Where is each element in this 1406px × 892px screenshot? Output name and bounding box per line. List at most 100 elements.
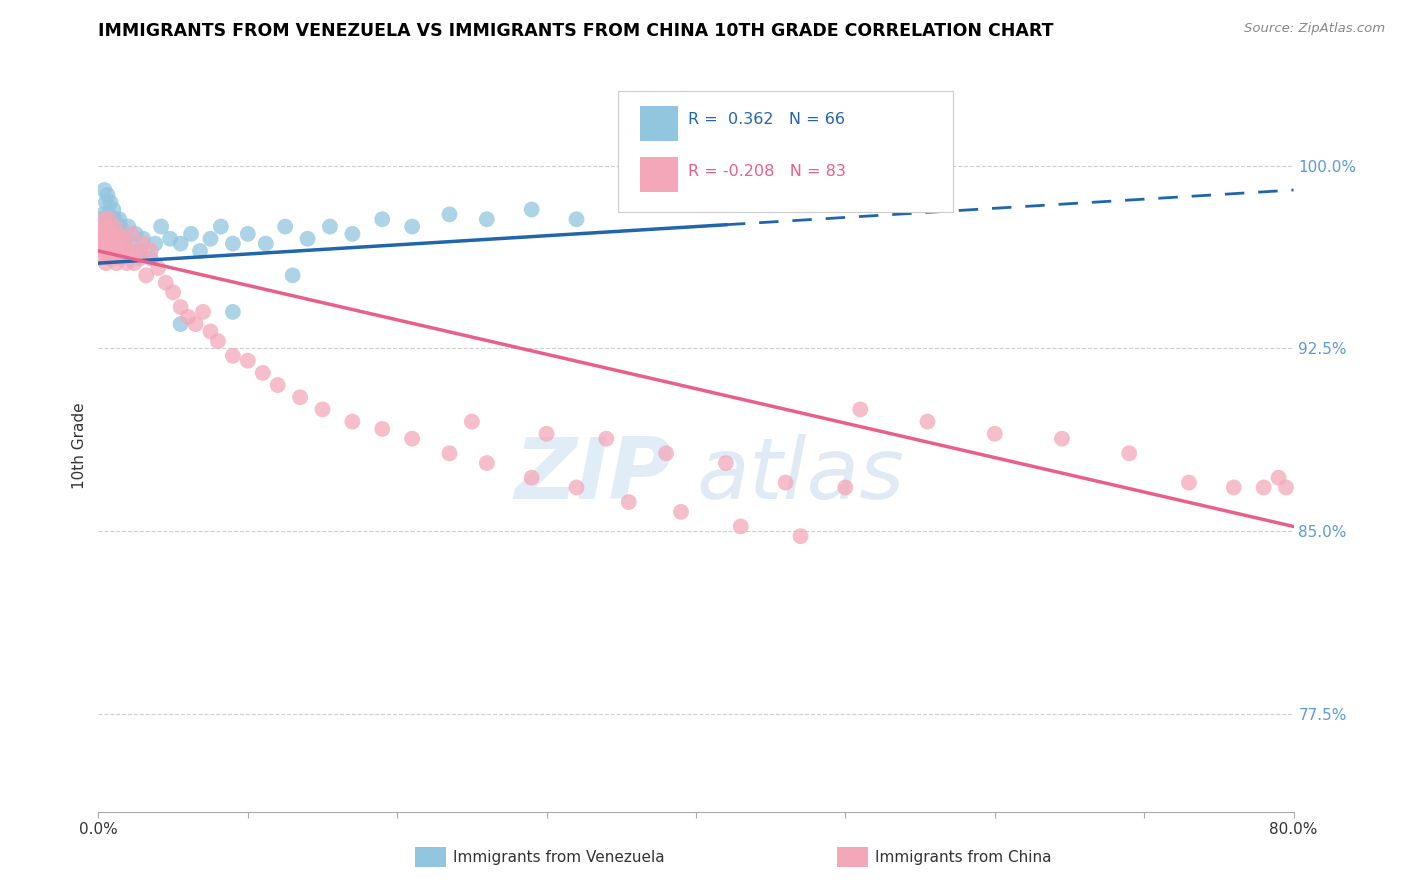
Point — [222, 305, 245, 319]
Point — [94, 256, 117, 270]
Point — [236, 353, 259, 368]
Point — [565, 480, 588, 494]
Point — [200, 232, 222, 246]
Point — [117, 244, 139, 258]
Point — [714, 456, 737, 470]
Point — [93, 219, 115, 234]
Point — [101, 227, 124, 241]
Point — [96, 219, 118, 234]
Point — [96, 244, 118, 258]
Point — [169, 300, 191, 314]
Point — [103, 219, 125, 234]
Point — [169, 236, 191, 251]
Point — [103, 232, 125, 246]
Point — [91, 207, 114, 221]
Point — [139, 252, 162, 266]
Point — [536, 426, 558, 441]
Point — [1223, 480, 1246, 494]
Point — [169, 317, 191, 331]
Point — [89, 236, 111, 251]
Point — [97, 252, 120, 266]
Point — [114, 236, 136, 251]
Point — [112, 244, 135, 258]
FancyBboxPatch shape — [619, 91, 953, 212]
Point — [595, 432, 617, 446]
Point — [222, 349, 245, 363]
Text: atlas: atlas — [696, 434, 904, 516]
Point — [200, 325, 222, 339]
Point — [96, 244, 118, 258]
Point — [150, 219, 173, 234]
Point — [439, 446, 461, 460]
Point — [311, 402, 333, 417]
Point — [236, 227, 259, 241]
Point — [107, 244, 129, 258]
Point — [342, 227, 364, 241]
Point — [132, 232, 155, 246]
Point — [94, 195, 117, 210]
Point — [139, 244, 162, 258]
Point — [1178, 475, 1201, 490]
Point — [655, 446, 678, 460]
Point — [401, 219, 423, 234]
Point — [520, 202, 543, 217]
Point — [143, 236, 166, 251]
Point — [93, 236, 115, 251]
Point — [108, 236, 131, 251]
Point — [100, 244, 122, 258]
Point — [107, 227, 129, 241]
Point — [91, 227, 114, 241]
Point — [267, 378, 290, 392]
Point — [101, 232, 124, 246]
Point — [93, 183, 115, 197]
Point — [319, 219, 342, 234]
Text: Source: ZipAtlas.com: Source: ZipAtlas.com — [1244, 22, 1385, 36]
Point — [94, 227, 117, 241]
Point — [124, 256, 146, 270]
Point — [90, 212, 112, 227]
Point — [90, 252, 112, 266]
Point — [371, 422, 394, 436]
Point — [439, 207, 461, 221]
Point — [789, 529, 811, 543]
Point — [984, 426, 1007, 441]
Point — [90, 219, 112, 234]
Point — [96, 187, 118, 202]
Point — [105, 256, 128, 270]
Point — [565, 212, 588, 227]
Point — [91, 236, 114, 251]
Point — [120, 236, 142, 251]
Point — [475, 212, 498, 227]
Point — [662, 187, 685, 202]
Point — [209, 219, 232, 234]
Point — [162, 285, 184, 300]
Point — [110, 236, 132, 251]
Point — [104, 212, 127, 227]
Point — [100, 232, 122, 246]
Point — [834, 480, 856, 494]
Point — [1253, 480, 1275, 494]
Point — [475, 456, 498, 470]
Point — [110, 252, 132, 266]
Point — [281, 268, 304, 283]
Point — [135, 268, 157, 283]
Point — [401, 432, 423, 446]
Point — [114, 232, 136, 246]
Text: Immigrants from China: Immigrants from China — [875, 850, 1052, 864]
Point — [117, 219, 139, 234]
Point — [730, 519, 752, 533]
Point — [94, 232, 117, 246]
Point — [520, 471, 543, 485]
Point — [288, 390, 311, 404]
Point — [104, 244, 127, 258]
Point — [115, 256, 138, 270]
Point — [105, 236, 128, 251]
FancyBboxPatch shape — [640, 157, 678, 192]
Point — [177, 310, 200, 324]
Point — [110, 219, 132, 234]
Point — [125, 227, 148, 241]
Point — [159, 232, 181, 246]
Point — [207, 334, 229, 348]
Point — [100, 195, 122, 210]
Text: R =  0.362   N = 66: R = 0.362 N = 66 — [688, 112, 845, 127]
